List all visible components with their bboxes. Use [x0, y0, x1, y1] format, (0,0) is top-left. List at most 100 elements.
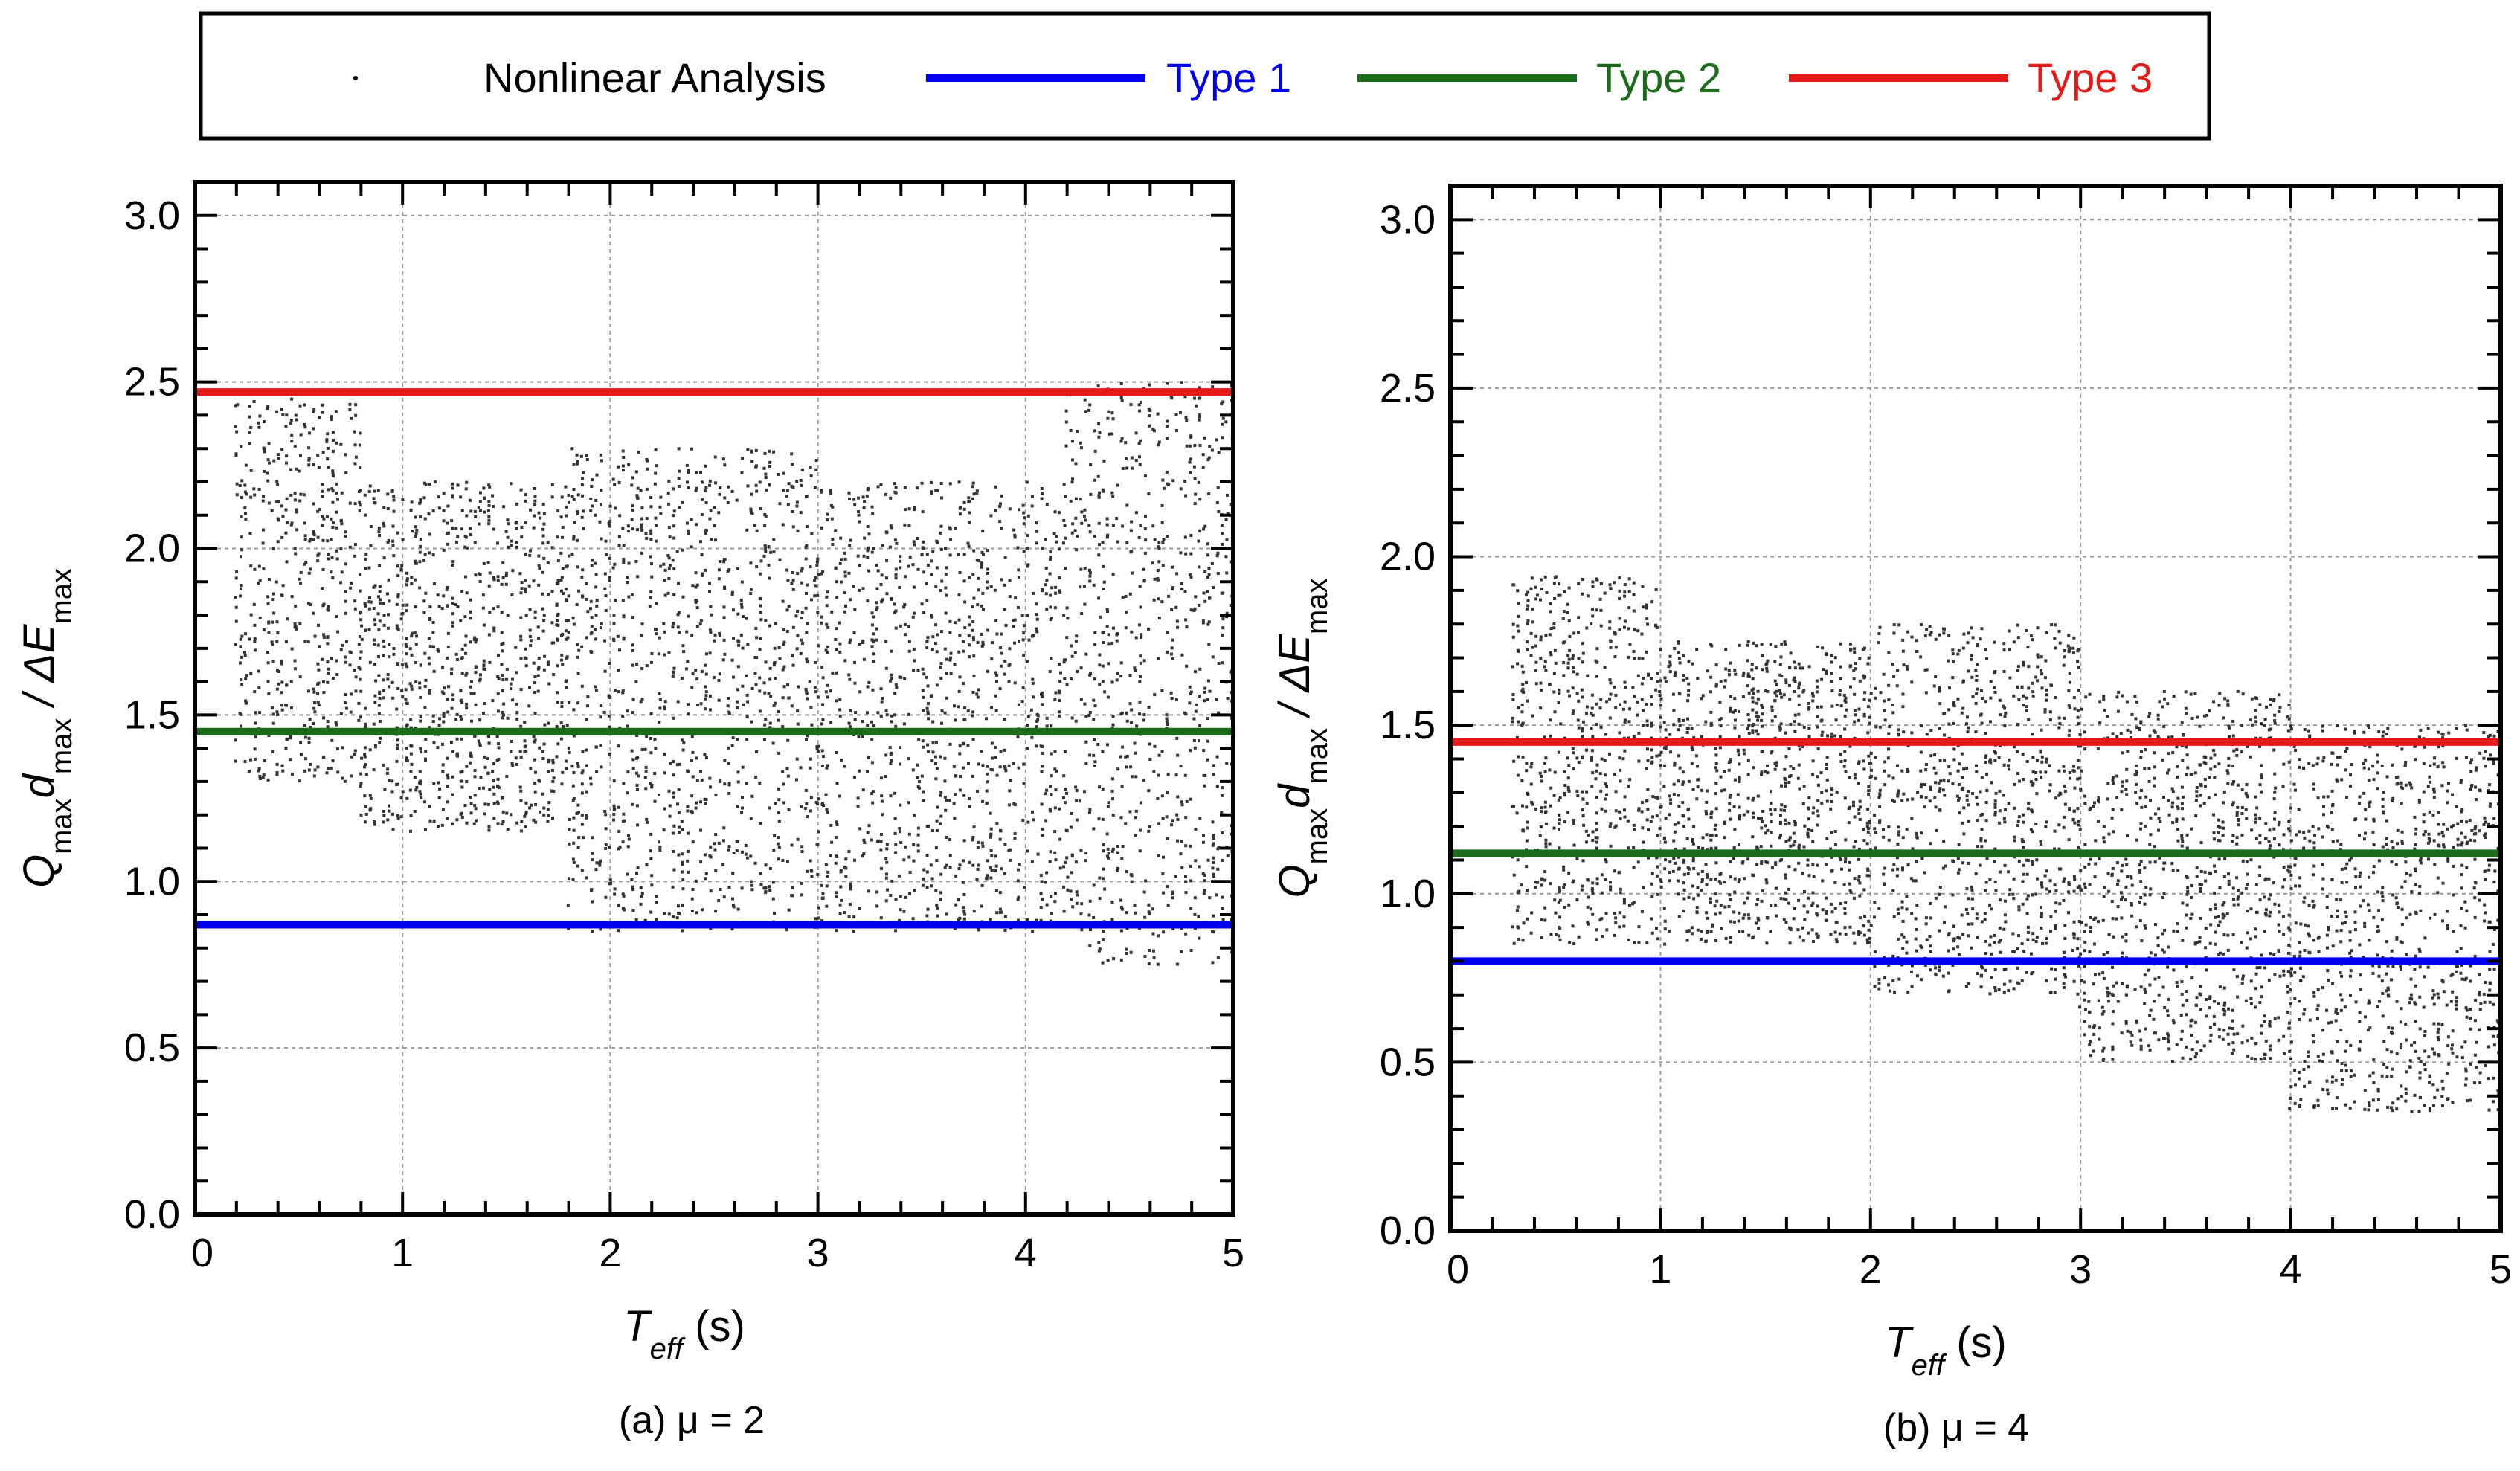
scatter-point [235, 570, 239, 573]
scatter-point [843, 865, 847, 869]
scatter-point [998, 891, 1002, 895]
scatter-point [326, 660, 330, 664]
scatter-point [532, 818, 536, 822]
scatter-point [718, 631, 721, 635]
scatter-point [929, 863, 933, 867]
scatter-point [1543, 805, 1547, 809]
scatter-point [998, 837, 1002, 841]
scatter-point [309, 762, 312, 766]
scatter-point [1618, 617, 1621, 620]
scatter-point [894, 929, 898, 933]
scatter-point [341, 746, 344, 750]
scatter-point [1161, 872, 1165, 876]
scatter-point [295, 528, 299, 532]
scatter-point [477, 739, 480, 743]
scatter-point [1125, 911, 1128, 915]
scatter-point [948, 631, 952, 634]
scatter-point [709, 855, 713, 859]
scatter-point [767, 563, 771, 567]
scatter-point [1134, 669, 1137, 672]
scatter-point [972, 910, 976, 913]
scatter-point [1026, 747, 1029, 750]
scatter-point [723, 463, 727, 467]
scatter-point [1111, 847, 1115, 851]
scatter-point [957, 480, 961, 484]
scatter-point [957, 705, 960, 709]
scatter-point [1544, 756, 1548, 760]
scatter-point [1053, 510, 1057, 514]
scatter-point [353, 753, 357, 756]
scatter-point [1065, 683, 1069, 686]
scatter-point [267, 442, 271, 445]
scatter-point [871, 801, 875, 805]
scatter-point [945, 835, 948, 839]
scatter-point [1534, 585, 1537, 589]
scatter-point [640, 892, 644, 895]
scatter-point [463, 643, 467, 647]
scatter-point [1636, 674, 1640, 677]
scatter-point [1526, 917, 1529, 921]
scatter-point [1031, 930, 1035, 933]
scatter-point [986, 549, 989, 553]
scatter-point [1203, 773, 1207, 777]
scatter-point [332, 521, 335, 525]
scatter-point [373, 745, 377, 749]
scatter-point [1124, 610, 1128, 614]
scatter-point [1004, 769, 1008, 773]
scatter-point [726, 704, 730, 708]
scatter-point [795, 647, 799, 651]
scatter-point [295, 627, 298, 631]
scatter-point [464, 673, 468, 677]
scatter-point [1140, 635, 1143, 639]
scatter-point [1140, 633, 1143, 637]
scatter-point [1525, 607, 1529, 611]
scatter-point [253, 690, 257, 694]
scatter-point [404, 643, 408, 646]
scatter-point [1198, 603, 1201, 607]
scatter-point [1110, 918, 1114, 921]
scatter-point [893, 791, 897, 795]
scatter-point [922, 877, 925, 881]
scatter-point [1562, 865, 1566, 869]
scatter-point [382, 614, 386, 617]
scatter-point [948, 865, 952, 869]
scatter-point [565, 599, 568, 602]
scatter-point [359, 772, 363, 776]
scatter-point [1210, 561, 1214, 565]
scatter-point [312, 706, 316, 710]
scatter-point [1169, 691, 1173, 695]
scatter-point [1048, 572, 1052, 576]
scatter-point [1125, 711, 1128, 715]
scatter-point [1571, 657, 1575, 660]
scatter-point [777, 857, 781, 861]
scatter-point [1039, 918, 1043, 922]
scatter-point [848, 640, 852, 644]
scatter-point [1040, 770, 1044, 773]
scatter-point [1529, 931, 1533, 935]
scatter-point [507, 522, 510, 526]
scatter-point [844, 604, 848, 608]
scatter-point [1207, 492, 1211, 496]
scatter-point [1175, 813, 1179, 817]
scatter-point [762, 466, 766, 470]
scatter-point [284, 747, 288, 750]
scatter-point [1645, 606, 1648, 610]
scatter-point [580, 477, 584, 480]
scatter-point [1529, 654, 1533, 657]
scatter-point [1605, 700, 1609, 704]
scatter-point [1522, 690, 1526, 694]
scatter-point [1079, 849, 1083, 852]
scatter-point [419, 715, 422, 718]
scatter-point [244, 677, 248, 680]
scatter-point [419, 747, 422, 750]
scatter-point [1198, 936, 1201, 940]
scatter-point [580, 494, 584, 498]
scatter-point [805, 544, 809, 547]
scatter-point [312, 687, 315, 691]
scatter-point [1193, 927, 1197, 930]
scatter-point [1539, 635, 1543, 639]
scatter-point [740, 886, 744, 890]
scatter-point [572, 770, 576, 774]
scatter-point [1203, 879, 1206, 883]
scatter-point [272, 611, 276, 615]
